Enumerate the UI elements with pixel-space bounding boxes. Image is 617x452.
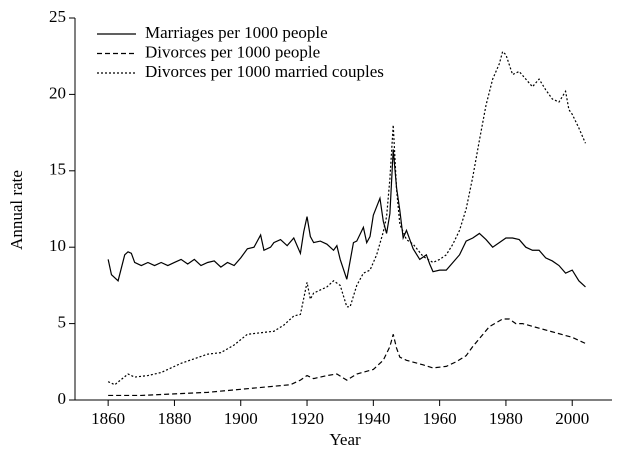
x-tick-label: 1920: [290, 409, 324, 428]
x-tick-label: 1860: [91, 409, 125, 428]
line-series: [107, 50, 587, 386]
y-tick-label: 20: [49, 83, 66, 102]
line-series: [107, 149, 586, 288]
legend-label: Divorces per 1000 married couples: [145, 62, 384, 81]
x-tick-label: 2000: [555, 409, 589, 428]
legend-label: Marriages per 1000 people: [145, 23, 328, 42]
x-tick-label: 1880: [157, 409, 191, 428]
x-tick-label: 1980: [489, 409, 523, 428]
x-axis-label: Year: [329, 430, 361, 449]
y-tick-label: 25: [49, 7, 66, 26]
line-series: [108, 318, 586, 397]
y-tick-label: 0: [58, 389, 67, 408]
legend-label: Divorces per 1000 people: [145, 42, 320, 61]
x-tick-label: 1900: [224, 409, 258, 428]
y-tick-label: 10: [49, 236, 66, 255]
x-tick-label: 1960: [423, 409, 457, 428]
y-tick-label: 15: [49, 160, 66, 179]
y-axis-label: Annual rate: [7, 170, 26, 250]
x-tick-label: 1940: [356, 409, 390, 428]
y-tick-label: 5: [58, 313, 67, 332]
